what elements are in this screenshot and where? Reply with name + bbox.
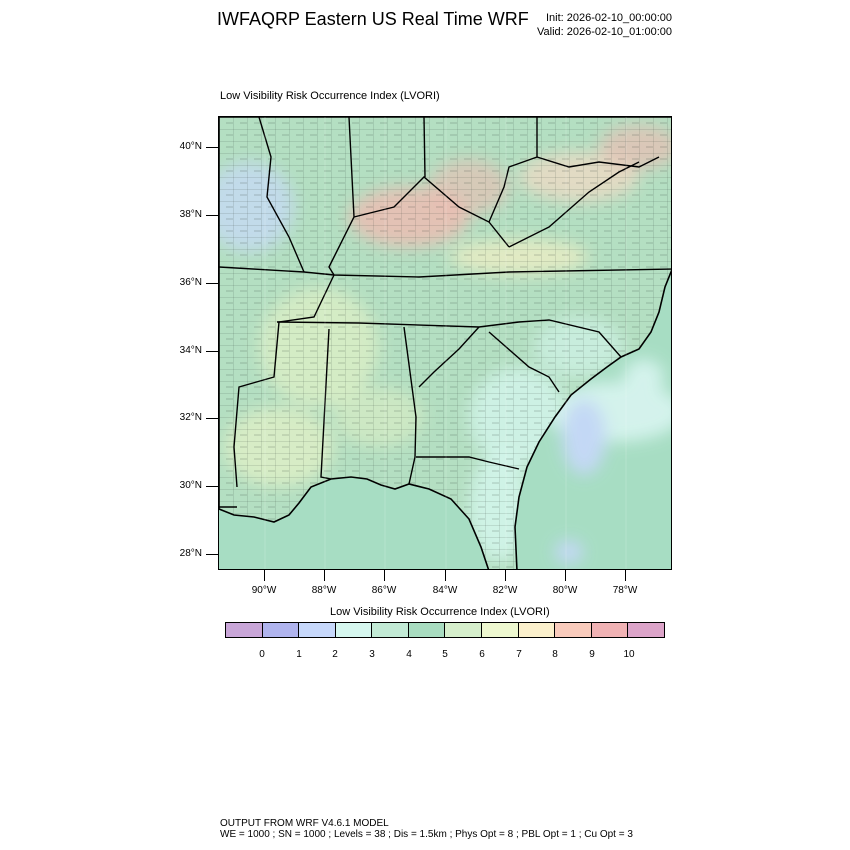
lat-label-32n: 32°N bbox=[162, 412, 202, 423]
lat-label-38n: 38°N bbox=[162, 209, 202, 220]
init-time: Init: 2026-02-10_00:00:00 bbox=[546, 12, 672, 24]
colorbar bbox=[225, 622, 665, 638]
lon-label-84w: 84°W bbox=[425, 585, 465, 596]
lon-label-80w: 80°W bbox=[545, 585, 585, 596]
colorbar-box bbox=[519, 623, 556, 637]
lat-tick bbox=[206, 351, 218, 352]
colorbar-box bbox=[409, 623, 446, 637]
map-panel[interactable] bbox=[218, 116, 672, 570]
lat-tick bbox=[206, 215, 218, 216]
colorbar-title: Low Visibility Risk Occurrence Index (LV… bbox=[330, 606, 550, 618]
lon-label-82w: 82°W bbox=[485, 585, 525, 596]
colorbar-box bbox=[555, 623, 592, 637]
lat-tick bbox=[206, 554, 218, 555]
lat-tick bbox=[206, 283, 218, 284]
colorbar-label: 8 bbox=[540, 649, 570, 660]
lat-label-36n: 36°N bbox=[162, 277, 202, 288]
lon-tick bbox=[264, 570, 265, 581]
colorbar-label: 10 bbox=[614, 649, 644, 660]
lon-tick bbox=[384, 570, 385, 581]
colorbar-box bbox=[226, 623, 263, 637]
colorbar-label: 2 bbox=[320, 649, 350, 660]
colorbar-box bbox=[445, 623, 482, 637]
main-title: IWFAQRP Eastern US Real Time WRF bbox=[217, 9, 529, 30]
colorbar-label: 3 bbox=[357, 649, 387, 660]
colorbar-label: 4 bbox=[394, 649, 424, 660]
lat-label-40n: 40°N bbox=[162, 141, 202, 152]
colorbar-box bbox=[336, 623, 373, 637]
lat-label-30n: 30°N bbox=[162, 480, 202, 491]
lon-tick bbox=[625, 570, 626, 581]
lon-tick bbox=[324, 570, 325, 581]
colorbar-box bbox=[372, 623, 409, 637]
colorbar-label: 7 bbox=[504, 649, 534, 660]
colorbar-label: 5 bbox=[430, 649, 460, 660]
map-canvas bbox=[219, 117, 672, 570]
lat-label-28n: 28°N bbox=[162, 548, 202, 559]
lat-tick bbox=[206, 486, 218, 487]
lon-label-78w: 78°W bbox=[605, 585, 645, 596]
colorbar-box bbox=[592, 623, 629, 637]
model-config: WE = 1000 ; SN = 1000 ; Levels = 38 ; Di… bbox=[220, 829, 633, 840]
colorbar-box bbox=[628, 623, 664, 637]
colorbar-label: 6 bbox=[467, 649, 497, 660]
lon-label-90w: 90°W bbox=[244, 585, 284, 596]
colorbar-label: 1 bbox=[284, 649, 314, 660]
map-title: Low Visibility Risk Occurrence Index (LV… bbox=[220, 90, 440, 102]
lat-label-34n: 34°N bbox=[162, 345, 202, 356]
colorbar-box bbox=[263, 623, 300, 637]
colorbar-label: 0 bbox=[247, 649, 277, 660]
colorbar-box bbox=[482, 623, 519, 637]
lon-label-88w: 88°W bbox=[304, 585, 344, 596]
lon-tick bbox=[445, 570, 446, 581]
lat-tick bbox=[206, 147, 218, 148]
valid-time: Valid: 2026-02-10_01:00:00 bbox=[537, 26, 672, 38]
model-info: OUTPUT FROM WRF V4.6.1 MODEL bbox=[220, 818, 389, 829]
lon-label-86w: 86°W bbox=[364, 585, 404, 596]
colorbar-label: 9 bbox=[577, 649, 607, 660]
colorbar-box bbox=[299, 623, 336, 637]
lon-tick bbox=[565, 570, 566, 581]
lat-tick bbox=[206, 418, 218, 419]
lon-tick bbox=[505, 570, 506, 581]
